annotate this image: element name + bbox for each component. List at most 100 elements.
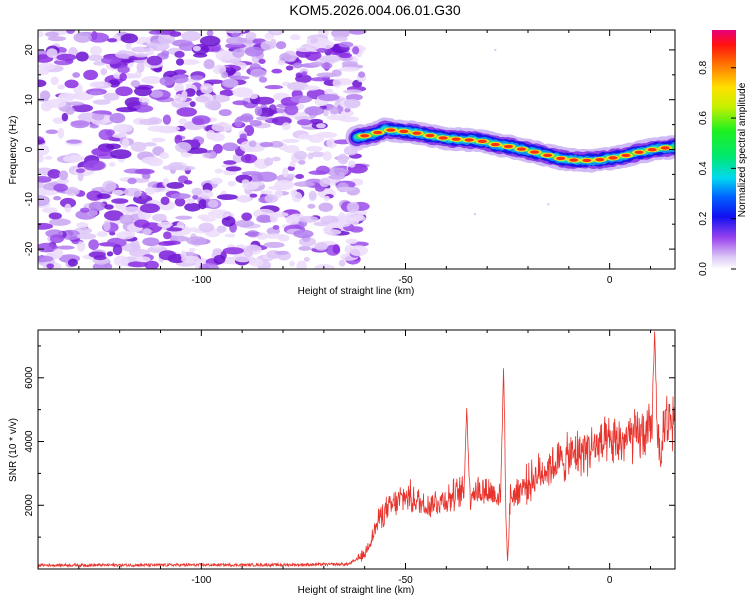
track-hotspot-core bbox=[634, 150, 644, 154]
noise-blob bbox=[222, 247, 244, 255]
x-tick-label: 0 bbox=[607, 575, 613, 586]
noise-blob bbox=[186, 198, 195, 204]
noise-blob bbox=[102, 180, 117, 192]
noise-blob bbox=[131, 46, 151, 53]
noise-blob bbox=[232, 48, 245, 58]
noise-blob bbox=[52, 117, 64, 124]
noise-blob bbox=[73, 32, 92, 43]
noise-blob bbox=[212, 64, 227, 75]
noise-blob bbox=[271, 68, 283, 74]
noise-blob bbox=[133, 53, 149, 58]
noise-blob bbox=[38, 195, 50, 207]
noise-blob bbox=[298, 160, 306, 165]
noise-blob bbox=[183, 180, 193, 185]
noise-blob bbox=[298, 246, 312, 251]
noise-blob bbox=[140, 191, 148, 200]
x-tick-label: -50 bbox=[398, 575, 413, 586]
noise-blob bbox=[189, 101, 196, 107]
noise-blob bbox=[71, 104, 94, 113]
noise-blob bbox=[336, 186, 356, 191]
noise-blob bbox=[117, 65, 130, 74]
noise-blob bbox=[305, 145, 323, 152]
noise-blob bbox=[232, 100, 249, 106]
noise-blob bbox=[338, 52, 352, 59]
noise-blob bbox=[314, 241, 328, 251]
noise-blob bbox=[108, 161, 116, 167]
noise-blob bbox=[193, 52, 208, 58]
track-hotspot-core bbox=[621, 153, 631, 158]
noise-blob bbox=[174, 84, 182, 92]
noise-blob bbox=[53, 196, 62, 201]
x-tick-label: 0 bbox=[607, 275, 613, 286]
noise-blob bbox=[139, 118, 159, 126]
noise-blob bbox=[293, 229, 314, 239]
noise-blob bbox=[152, 213, 167, 222]
noise-blob bbox=[285, 65, 294, 71]
noise-blob bbox=[41, 207, 58, 214]
noise-blob bbox=[333, 36, 348, 42]
noise-blob bbox=[83, 160, 105, 171]
noise-blob bbox=[307, 203, 316, 209]
noise-blob bbox=[138, 97, 148, 103]
colorbar-tick-label: 0.4 bbox=[698, 161, 709, 175]
y-tick-label: 20 bbox=[24, 44, 35, 56]
noise-blob bbox=[234, 219, 255, 228]
noise-blob bbox=[348, 160, 356, 168]
noise-blob bbox=[240, 154, 258, 164]
noise-blob bbox=[66, 139, 82, 144]
noise-blob bbox=[270, 30, 281, 33]
noise-blob bbox=[178, 118, 188, 125]
track-hotspot-core bbox=[373, 130, 383, 135]
noise-blob bbox=[75, 51, 89, 62]
noise-blob bbox=[88, 54, 103, 62]
noise-blob bbox=[76, 233, 97, 240]
noise-blob bbox=[160, 196, 170, 206]
track-hotspot-core bbox=[608, 156, 618, 160]
noise-blob bbox=[316, 48, 328, 53]
noise-blob bbox=[56, 53, 77, 61]
y-tick-label: -20 bbox=[24, 241, 35, 256]
track-hotspot-core bbox=[647, 147, 657, 152]
y-tick-label: 6000 bbox=[24, 366, 35, 389]
noise-blob bbox=[180, 59, 200, 66]
noise-blob bbox=[38, 31, 44, 38]
noise-blob bbox=[38, 139, 46, 145]
noise-blob bbox=[144, 186, 156, 195]
noise-blob bbox=[249, 193, 258, 198]
noise-blob bbox=[83, 69, 99, 81]
noise-blob bbox=[91, 147, 112, 157]
colorbar-tick-label: 0.8 bbox=[698, 60, 709, 74]
noise-blob bbox=[113, 123, 133, 133]
noise-blob bbox=[264, 157, 274, 166]
noise-blob bbox=[343, 145, 358, 156]
noise-blob bbox=[103, 210, 124, 221]
noise-blob bbox=[326, 137, 338, 149]
noise-blob bbox=[44, 155, 53, 160]
noise-blob bbox=[134, 86, 152, 97]
noise-blob bbox=[206, 129, 216, 140]
noise-blob bbox=[56, 245, 75, 250]
noise-blob bbox=[225, 36, 247, 45]
noise-blob bbox=[269, 140, 284, 148]
noise-blob bbox=[174, 134, 183, 145]
noise-blob bbox=[67, 258, 78, 267]
noise-blob bbox=[338, 259, 346, 267]
noise-blob bbox=[308, 190, 317, 200]
noise-blob bbox=[279, 52, 292, 62]
noise-blob bbox=[254, 106, 263, 116]
noise-blob bbox=[218, 109, 232, 117]
noise-blob bbox=[57, 84, 65, 90]
track-hotspot-core bbox=[438, 136, 448, 140]
noise-blob bbox=[352, 46, 360, 55]
track-hotspot-core bbox=[386, 128, 396, 132]
noise-blob bbox=[241, 212, 253, 221]
track-hotspot-core bbox=[660, 146, 670, 150]
noise-blob bbox=[144, 260, 159, 269]
noise-blob bbox=[57, 127, 65, 139]
noise-blob bbox=[59, 197, 77, 208]
noise-blob bbox=[88, 32, 109, 43]
noise-blob bbox=[191, 115, 211, 125]
noise-blob bbox=[284, 104, 299, 116]
noise-blob bbox=[208, 94, 230, 103]
